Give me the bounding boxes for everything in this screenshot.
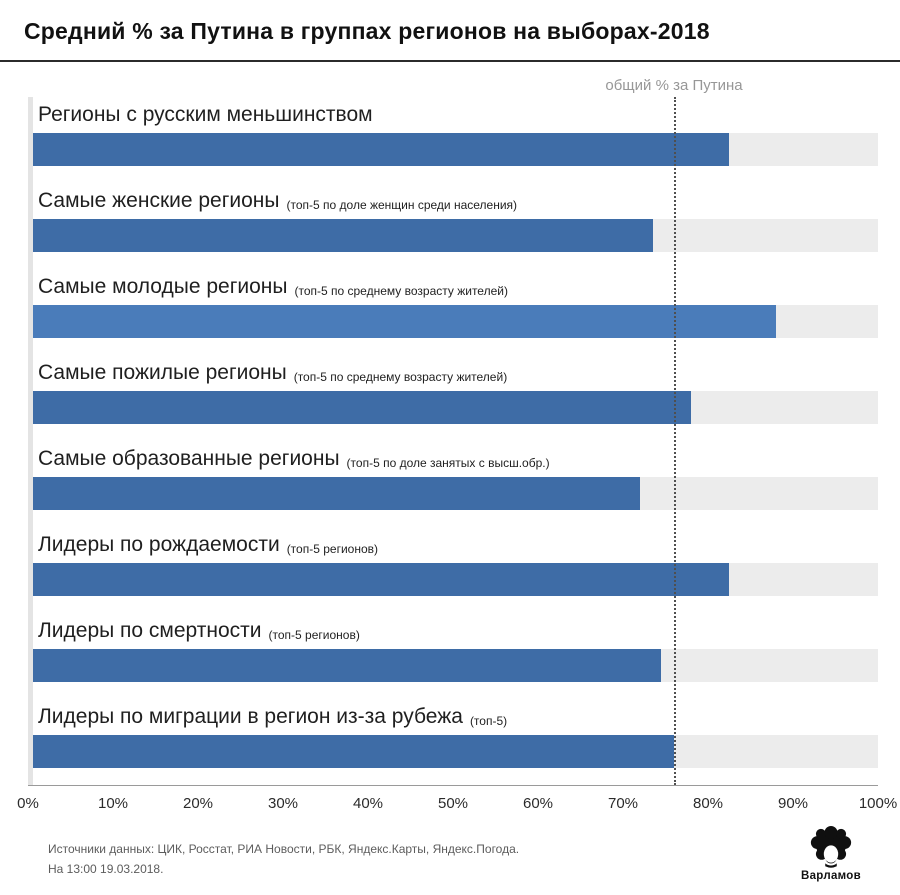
category-note: (топ-5 по среднему возрасту жителей) — [294, 283, 508, 298]
bar — [28, 477, 640, 510]
x-tick-label: 0% — [17, 795, 39, 812]
category-label-row: Самые пожилые регионы (топ-5 по среднему … — [28, 355, 878, 391]
footer-text: Источники данных: ЦИК, Росстат, РИА Ново… — [48, 840, 519, 880]
page-title: Средний % за Путина в группах регионов н… — [24, 18, 710, 44]
category-label: Лидеры по рождаемости — [38, 533, 280, 556]
bar — [28, 563, 730, 596]
category-note: (топ-5 по доле занятых с высш.обр.) — [346, 455, 550, 470]
category-label: Лидеры по миграции в регион из-за рубежа — [38, 705, 463, 728]
bar-track — [28, 735, 878, 768]
reference-line — [674, 97, 676, 785]
bar-track — [28, 305, 878, 338]
category-label-row: Самые женские регионы (топ-5 по доле женщ… — [28, 183, 878, 219]
varlamov-logo-icon — [810, 826, 852, 868]
x-axis-ticks: 0% 10% 20% 30% 40% 50% 60% 70% 80% 90% 100% — [17, 786, 897, 812]
x-tick-label: 70% — [607, 795, 639, 812]
category-label: Самые женские регионы — [38, 189, 280, 212]
sources-text: Источники данных: ЦИК, Росстат, РИА Ново… — [48, 842, 520, 856]
category-label: Лидеры по смертности — [38, 619, 262, 642]
y-axis-strip — [28, 97, 33, 785]
reference-line-label: общий % за Путина — [605, 77, 743, 94]
x-axis-line — [28, 785, 878, 786]
bar — [28, 649, 662, 682]
chart-group: Самые молодые регионы (топ-5 по среднему … — [28, 269, 878, 355]
bar-track — [28, 133, 878, 166]
bar — [28, 305, 776, 338]
bar — [28, 133, 730, 166]
plot-area: Регионы с русским меньшинством Самые женс… — [28, 97, 878, 785]
chart-group: Лидеры по смертности (топ-5 регионов) — [28, 613, 878, 699]
category-label-row: Самые образованные регионы (топ-5 по доле… — [28, 441, 878, 477]
category-label-row: Лидеры по рождаемости (топ-5 регионов) — [28, 527, 878, 563]
bar-track — [28, 649, 878, 682]
bar-track — [28, 391, 878, 424]
category-label-row: Самые молодые регионы (топ-5 по среднему … — [28, 269, 878, 305]
x-tick-label: 10% — [97, 795, 129, 812]
x-tick-label: 30% — [267, 795, 299, 812]
chart-group: Самые женские регионы (топ-5 по доле женщ… — [28, 183, 878, 269]
bar-track — [28, 219, 878, 252]
bar — [28, 219, 653, 252]
category-note: (топ-5 регионов) — [268, 627, 360, 642]
bar-rows: Регионы с русским меньшинством Самые женс… — [28, 97, 878, 785]
bar-chart: общий % за Путина Регионы с русским мень… — [17, 75, 897, 820]
x-axis: 0% 10% 20% 30% 40% 50% 60% 70% 80% 90% 100% — [17, 785, 897, 812]
x-tick-label: 100% — [858, 795, 898, 812]
x-tick-label: 20% — [182, 795, 214, 812]
footer: Источники данных: ЦИК, Росстат, РИА Ново… — [48, 826, 866, 882]
varlamov-logo-text: Варламов — [801, 870, 861, 882]
category-note: (топ-5 по доле женщин среди населения) — [286, 197, 518, 212]
bar — [28, 391, 691, 424]
category-label: Самые образованные регионы — [38, 447, 340, 470]
chart-group: Регионы с русским меньшинством — [28, 97, 878, 183]
x-tick-label: 90% — [777, 795, 809, 812]
category-label-row: Лидеры по смертности (топ-5 регионов) — [28, 613, 878, 649]
category-label-row: Регионы с русским меньшинством — [28, 97, 878, 133]
category-note: (топ-5) — [469, 713, 508, 728]
chart-group: Самые пожилые регионы (топ-5 по среднему … — [28, 355, 878, 441]
bar — [28, 735, 674, 768]
x-tick-label: 40% — [352, 795, 384, 812]
timestamp-text: На 13:00 19.03.2018. — [48, 861, 164, 876]
chart-group: Лидеры по миграции в регион из-за рубежа… — [28, 699, 878, 785]
chart-group: Самые образованные регионы (топ-5 по доле… — [28, 441, 878, 527]
category-note: (топ-5 регионов) — [286, 541, 378, 556]
category-note: (топ-5 по среднему возрасту жителей) — [293, 369, 508, 384]
x-tick-label: 50% — [437, 795, 469, 812]
bar-track — [28, 477, 878, 510]
bar-track — [28, 563, 878, 596]
title-divider — [0, 60, 900, 62]
x-tick-label: 80% — [692, 795, 724, 812]
category-label: Самые молодые регионы — [38, 275, 288, 298]
category-label: Регионы с русским меньшинством — [38, 103, 373, 126]
category-label-row: Лидеры по миграции в регион из-за рубежа… — [28, 699, 878, 735]
category-label: Самые пожилые регионы — [38, 361, 287, 384]
x-tick-label: 60% — [522, 795, 554, 812]
chart-group: Лидеры по рождаемости (топ-5 регионов) — [28, 527, 878, 613]
varlamov-logo: Варламов — [796, 826, 866, 882]
